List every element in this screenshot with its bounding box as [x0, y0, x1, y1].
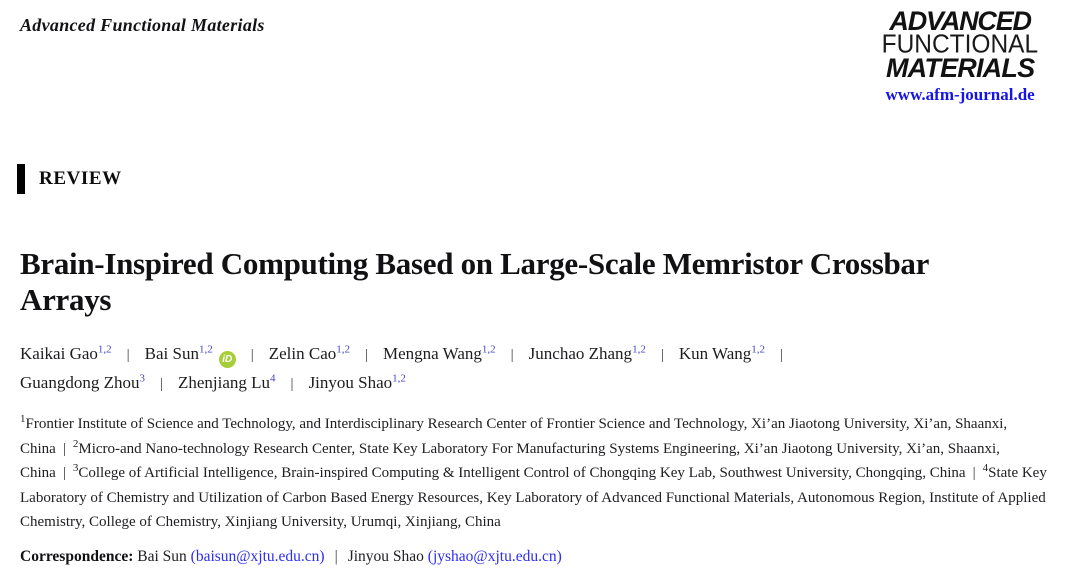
- author-row: Kaikai Gao1,2 | Bai Sun1,2 iD | Zelin Cao1,2 |…: [20, 340, 1050, 369]
- author-name: Guangdong Zhou3: [20, 372, 145, 392]
- journal-website-link[interactable]: www.afm-journal.de: [885, 85, 1035, 104]
- author-separator: |: [290, 376, 294, 392]
- author-affiliation-superscript: 1,2: [97, 343, 112, 356]
- author-separator: |: [250, 347, 254, 363]
- orcid-icon[interactable]: iD: [218, 351, 236, 368]
- author-name: Zelin Cao1,2: [268, 343, 350, 363]
- affiliation-separator: |: [972, 465, 976, 481]
- author-affiliation-superscript: 1,2: [751, 343, 766, 356]
- affiliation-separator: |: [62, 440, 66, 457]
- correspondence-separator: |: [334, 547, 338, 565]
- article-title: Brain-Inspired Computing Based on Large-…: [20, 246, 929, 317]
- author-separator: |: [365, 347, 369, 363]
- email-link[interactable]: (baisun@xjtu.edu.cn): [190, 547, 325, 565]
- affiliation-separator: |: [62, 465, 66, 481]
- journal-name: Advanced Functional Materials: [20, 15, 265, 35]
- author-affiliation-superscript: 1,2: [198, 343, 213, 356]
- affiliation-superscript: 4: [982, 462, 989, 474]
- author-affiliation-superscript: 1,2: [336, 343, 350, 356]
- author-list: Kaikai Gao1,2 | Bai Sun1,2 iD | Zelin Cao1,2 |…: [20, 340, 1050, 398]
- correspondence-line: Correspondence: Bai Sun (baisun@xjtu.edu…: [20, 548, 1050, 566]
- author-separator: |: [510, 347, 514, 363]
- author-affiliation-superscript: 3: [139, 372, 145, 385]
- author-name: Zhenjiang Lu4: [177, 372, 276, 392]
- page-header: Advanced Functional Materials ADVANCED F…: [0, 0, 1070, 106]
- affiliation-superscript: 3: [72, 462, 79, 474]
- author-affiliation-superscript: 1,2: [481, 343, 496, 356]
- author-separator: |: [660, 347, 664, 363]
- article-type-label: REVIEW: [39, 168, 122, 189]
- affiliation-text: State Key Laboratory of Chemistry and Ut…: [20, 465, 1047, 530]
- journal-logo: ADVANCED FUNCTIONAL MATERIALS www.afm-jo…: [880, 6, 1040, 106]
- affiliation-text: Micro-and Nano-technology Research Cente…: [20, 440, 1000, 482]
- author-separator: |: [126, 347, 130, 363]
- author-affiliation-superscript: 4: [270, 372, 276, 385]
- author-name: Junchao Zhang1,2: [528, 343, 646, 363]
- correspondent-name: Jinyou Shao: [347, 547, 428, 565]
- affiliation-superscript: 1: [20, 413, 26, 425]
- logo-line-materials: MATERIALS: [885, 53, 1035, 83]
- article-type-header: REVIEW: [17, 164, 1070, 194]
- author-affiliation-superscript: 1,2: [392, 372, 406, 385]
- author-name: Bai Sun1,2: [144, 343, 213, 363]
- affiliation-text: College of Artificial Intelligence, Brai…: [78, 465, 966, 481]
- accent-bar: [17, 164, 25, 194]
- author-name: Mengna Wang1,2: [383, 343, 496, 363]
- author-separator: |: [780, 347, 784, 363]
- correspondent-name: Bai Sun: [137, 547, 191, 565]
- author-separator: |: [159, 376, 163, 392]
- author-name: Kaikai Gao1,2: [20, 343, 112, 363]
- affiliation-superscript: 2: [72, 437, 79, 450]
- logo-line-functional: FUNCTIONAL: [881, 29, 1039, 59]
- author-row: Guangdong Zhou3 | Zhenjiang Lu4 | Jinyou Sha…: [20, 369, 1050, 398]
- author-name: Jinyou Shao1,2: [308, 372, 406, 392]
- author-name: Kun Wang1,2: [678, 343, 766, 363]
- author-affiliation-superscript: 1,2: [632, 343, 646, 356]
- logo-line-advanced: ADVANCED: [889, 6, 1032, 36]
- affiliation-text: Frontier Institute of Science and Techno…: [20, 416, 1008, 457]
- email-link[interactable]: (jyshao@xjtu.edu.cn): [427, 547, 562, 565]
- affiliations-block: 1Frontier Institute of Science and Techn…: [20, 412, 1050, 535]
- correspondence-label: Correspondence:: [20, 547, 134, 565]
